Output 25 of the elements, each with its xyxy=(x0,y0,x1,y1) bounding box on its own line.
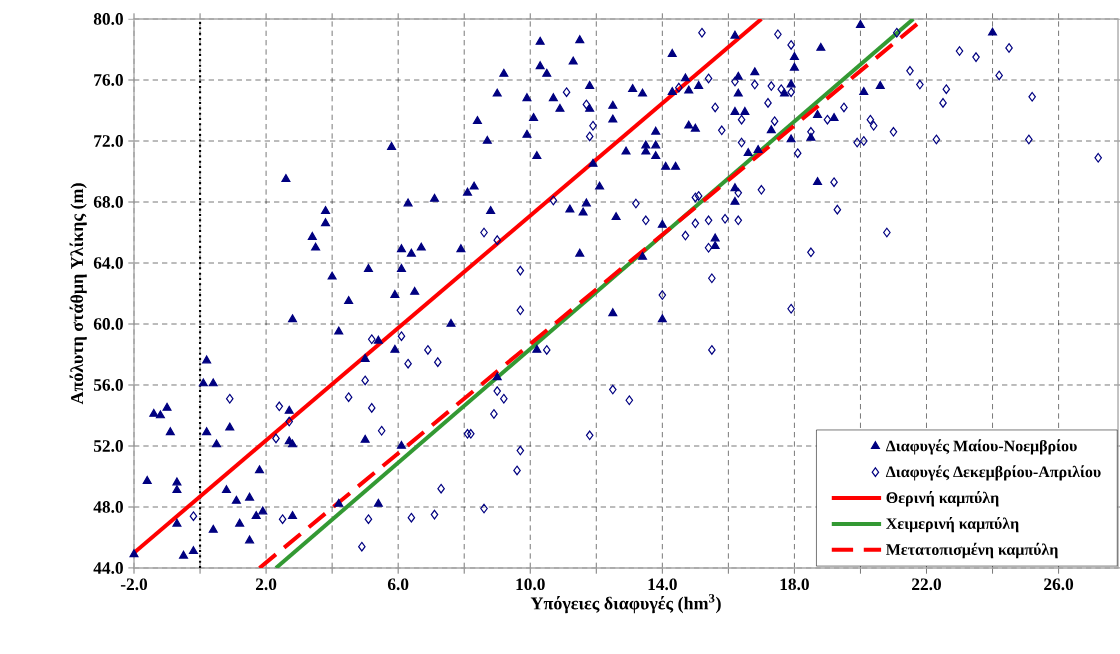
x-tick-label: 6.0 xyxy=(387,578,409,591)
y-tick-label: 48.0 xyxy=(93,501,123,513)
x-axis-title: Υπόγειες διαφυγές (hm$^{3}$) xyxy=(530,593,721,614)
y-tick-label: 76.0 xyxy=(94,74,123,86)
y-axis-title: Απόλυτη στάθμη Υλίκης (m) xyxy=(69,183,87,405)
y-tick-label: 52.0 xyxy=(93,440,123,452)
x-tick-label: 26.0 xyxy=(1044,578,1074,591)
y-tick-label: 60.0 xyxy=(93,318,123,330)
x-tick-label: 10.0 xyxy=(516,578,545,591)
legend-label: Μετατοπισμένη καμπύλη xyxy=(886,542,1058,559)
y-tick-label: 68.0 xyxy=(93,196,123,208)
y-tick-label: 56.0 xyxy=(93,379,123,391)
y-tick-label: 44.0 xyxy=(93,562,123,574)
legend-label: Θερινή καμπύλη xyxy=(886,491,999,507)
legend-label: Διαφυγές Δεκεμβρίου-Απριλίου xyxy=(885,465,1101,481)
x-tick-label: 22.0 xyxy=(912,578,941,591)
x-tick-label: 14.0 xyxy=(648,578,677,591)
y-tick-label: 80.0 xyxy=(93,13,123,25)
x-tick-label: 18.0 xyxy=(780,578,809,591)
x-tick-label: 2.0 xyxy=(255,578,277,591)
y-tick-label: 64.0 xyxy=(93,257,123,269)
legend-label: Χειμερινή καμπύλη xyxy=(886,516,1019,533)
x-tick-label: -2.0 xyxy=(120,578,148,591)
legend-label: Διαφυγές Μαίου-Νοεμβρίου xyxy=(885,439,1077,455)
y-tick-label: 72.0 xyxy=(94,135,123,147)
